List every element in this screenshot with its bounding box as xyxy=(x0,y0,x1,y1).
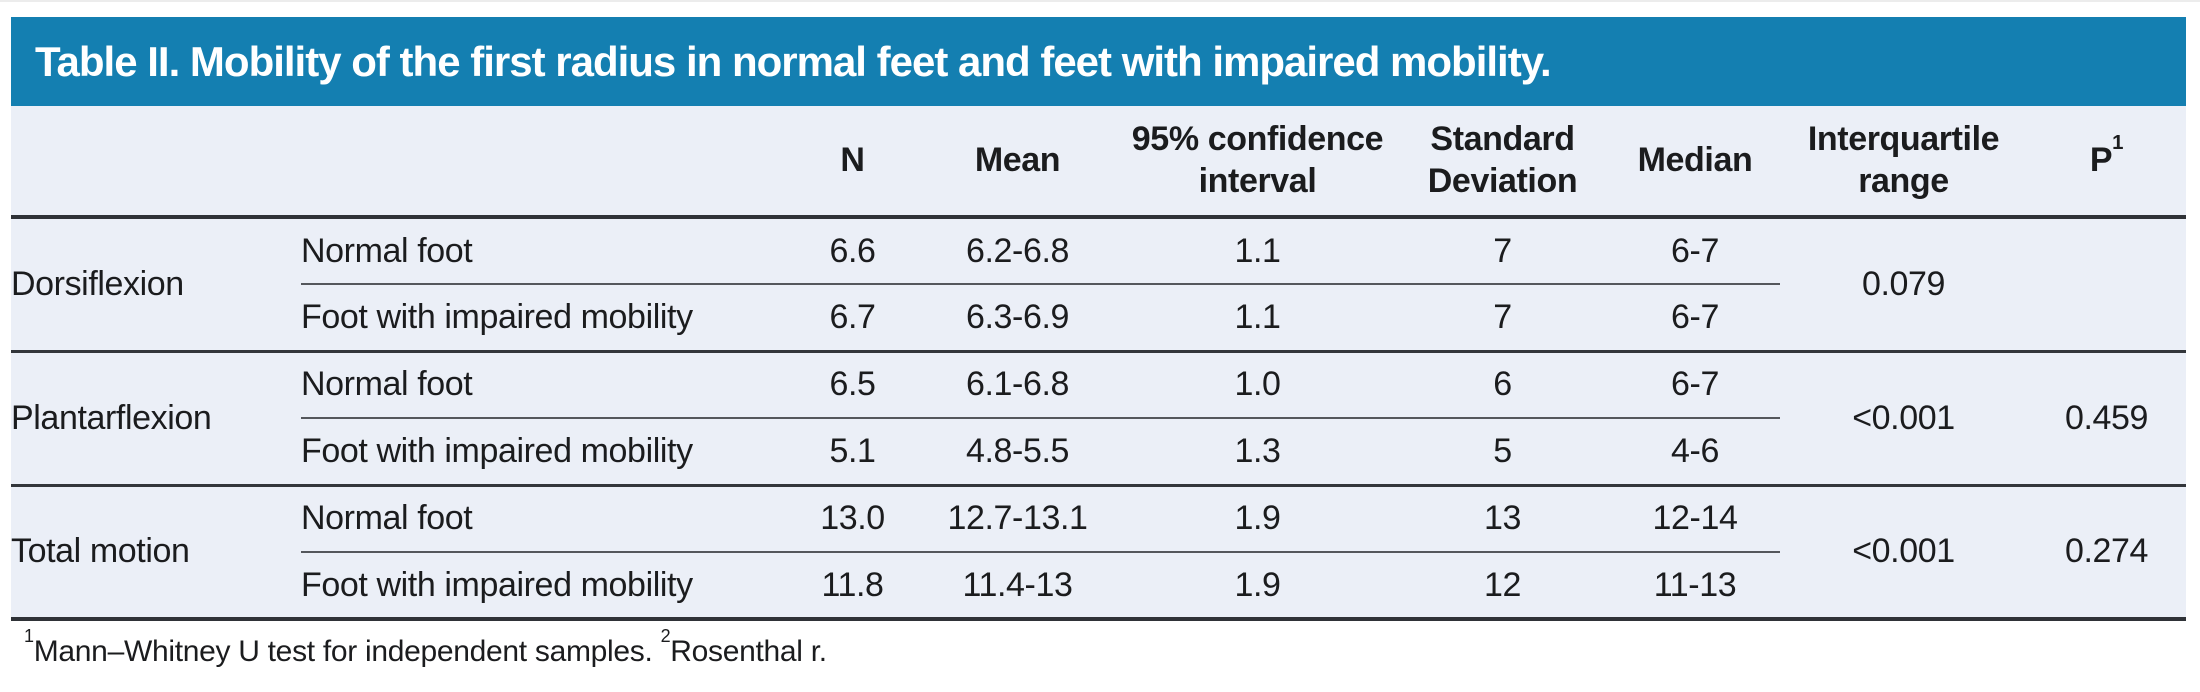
foot-type-cell: Normal foot xyxy=(301,483,790,553)
median-cell: 6-7 xyxy=(1610,217,1780,285)
ci-cell: 1.1 xyxy=(1234,297,1281,336)
group-label-plantarflexion: Plantarflexion xyxy=(11,349,301,485)
foot-type-cell: Normal foot xyxy=(301,217,790,285)
n-cell: 6.5 xyxy=(790,349,915,419)
table-title: Table II. Mobility of the first radius i… xyxy=(35,37,1552,85)
median-cell: 4-6 xyxy=(1671,431,1719,470)
header-foot-blank xyxy=(301,106,790,219)
ci-cell: 1.9 xyxy=(1120,483,1395,553)
foot-type-cell: Foot with impaired mobility xyxy=(301,565,693,604)
statistics-table: N Mean 95% confidence interval Standard … xyxy=(11,106,2186,621)
sd-cell: 13 xyxy=(1395,483,1610,553)
header-p-label: P xyxy=(2089,140,2113,179)
ci-cell: 1.3 xyxy=(1234,431,1281,470)
foot-type-cell: Foot with impaired mobility xyxy=(301,431,693,470)
group-label-total-motion: Total motion xyxy=(11,483,301,619)
median-cell: 11-13 xyxy=(1653,565,1737,604)
header-interquartile-range: Interquartile range xyxy=(1780,106,2027,219)
n-cell: 5.1 xyxy=(829,431,876,470)
p-cell xyxy=(2027,217,2186,351)
median-cell: 6-7 xyxy=(1610,349,1780,419)
header-standard-deviation: Standard Deviation xyxy=(1395,106,1610,219)
n-cell: 6.6 xyxy=(790,217,915,285)
footnote-text-1: Mann–Whitney U test for independent samp… xyxy=(33,635,661,668)
footnote-superscript-2: 2 xyxy=(660,625,671,646)
table-title-bar: Table II. Mobility of the first radius i… xyxy=(11,17,2186,106)
footnote-text-2: Rosenthal r. xyxy=(670,635,827,668)
mean-cell: 6.3-6.9 xyxy=(965,297,1070,336)
foot-type-cell: Normal foot xyxy=(301,349,790,419)
sd-cell: 7 xyxy=(1493,297,1512,336)
sd-cell: 5 xyxy=(1493,431,1512,470)
group-label-dorsiflexion: Dorsiflexion xyxy=(11,264,184,303)
sd-cell: 12 xyxy=(1483,565,1522,604)
p-cell: 0.274 xyxy=(2027,483,2186,619)
header-p-superscript: 1 xyxy=(2112,132,2124,155)
table-row: Dorsiflexion Normal foot 6.6 6.2-6.8 1.1… xyxy=(11,217,2186,303)
mean-cell: 12.7-13.1 xyxy=(915,483,1120,553)
n-cell: 13.0 xyxy=(790,483,915,553)
iqr-cell: <0.001 xyxy=(1780,349,2027,485)
table-row: Foot with impaired mobility 5.1 4.8-5.5 … xyxy=(11,418,2186,485)
table-row: Plantarflexion Normal foot 6.5 6.1-6.8 1… xyxy=(11,349,2186,485)
median-cell: 12-14 xyxy=(1610,483,1780,553)
ci-cell: 1.1 xyxy=(1120,217,1395,285)
header-confidence-interval: 95% confidence interval xyxy=(1120,106,1395,219)
sd-cell: 6 xyxy=(1395,349,1610,419)
footnote-superscript-1: 1 xyxy=(24,625,34,646)
mean-cell: 6.1-6.8 xyxy=(915,349,1120,419)
table-row: Total motion Normal foot 13.0 12.7-13.1 … xyxy=(11,483,2186,619)
n-cell: 11.8 xyxy=(821,565,884,604)
table-footnote: 1Mann–Whitney U test for independent sam… xyxy=(24,627,2200,669)
header-p: P1 xyxy=(2027,106,2186,219)
ci-cell: 1.0 xyxy=(1120,349,1395,419)
mean-cell: 6.2-6.8 xyxy=(915,217,1120,285)
mean-cell: 11.4-13 xyxy=(962,565,1073,604)
table-row: Foot with impaired mobility 11.8 11.4-13… xyxy=(11,552,2186,619)
p-cell: 0.459 xyxy=(2027,349,2186,485)
ci-cell: 1.9 xyxy=(1234,565,1281,604)
header-mean: Mean xyxy=(915,106,1120,219)
header-median: Median xyxy=(1610,106,1780,219)
header-n: N xyxy=(790,106,915,219)
table-header-row: N Mean 95% confidence interval Standard … xyxy=(11,106,2186,219)
foot-type-cell: Foot with impaired mobility xyxy=(301,297,693,336)
median-cell: 6-7 xyxy=(1671,297,1719,336)
header-group-blank xyxy=(11,106,301,219)
n-cell: 6.7 xyxy=(829,297,876,336)
mean-cell: 4.8-5.5 xyxy=(965,431,1070,470)
table-row: Foot with impaired mobility 6.7 6.3-6.9 … xyxy=(11,284,2186,351)
iqr-cell: <0.001 xyxy=(1780,483,2027,619)
iqr-cell: 0.079 xyxy=(1861,264,1946,303)
sd-cell: 7 xyxy=(1395,217,1610,285)
